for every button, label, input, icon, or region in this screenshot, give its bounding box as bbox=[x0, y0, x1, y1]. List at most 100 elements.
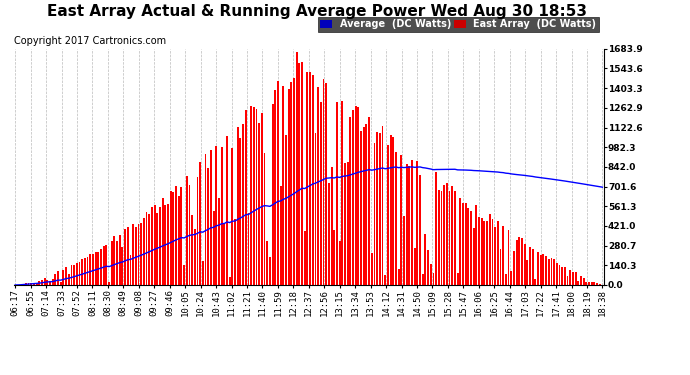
Bar bbox=[582, 278, 584, 285]
Bar bbox=[65, 267, 67, 285]
Bar bbox=[68, 274, 70, 285]
Legend: Average  (DC Watts), East Array  (DC Watts): Average (DC Watts), East Array (DC Watts… bbox=[318, 17, 599, 32]
Bar bbox=[382, 126, 384, 285]
Bar bbox=[411, 160, 413, 285]
Bar bbox=[596, 283, 598, 285]
Bar bbox=[484, 221, 485, 285]
Bar bbox=[272, 104, 273, 285]
Bar bbox=[400, 154, 402, 285]
Bar bbox=[515, 240, 518, 285]
Bar bbox=[33, 284, 35, 285]
Bar bbox=[593, 282, 595, 285]
Bar bbox=[508, 230, 509, 285]
Bar bbox=[591, 282, 593, 285]
Bar bbox=[427, 251, 429, 285]
Bar bbox=[304, 231, 306, 285]
Bar bbox=[41, 280, 43, 285]
Bar bbox=[578, 281, 579, 285]
Bar bbox=[414, 248, 415, 285]
Bar bbox=[524, 244, 526, 285]
Bar bbox=[331, 166, 333, 285]
Bar bbox=[76, 263, 78, 285]
Bar bbox=[443, 185, 445, 285]
Bar bbox=[28, 284, 30, 285]
Bar bbox=[231, 148, 233, 285]
Bar bbox=[43, 278, 46, 285]
Text: East Array Actual & Running Average Power Wed Aug 30 18:53: East Array Actual & Running Average Powe… bbox=[48, 4, 587, 19]
Bar bbox=[106, 245, 107, 285]
Bar bbox=[221, 147, 223, 285]
Bar bbox=[261, 112, 263, 285]
Bar bbox=[566, 276, 569, 285]
Bar bbox=[460, 198, 461, 285]
Bar bbox=[336, 102, 338, 285]
Bar bbox=[419, 175, 421, 285]
Bar bbox=[181, 187, 182, 285]
Bar bbox=[379, 133, 381, 285]
Bar bbox=[564, 267, 566, 285]
Bar bbox=[371, 253, 373, 285]
Bar bbox=[186, 176, 188, 285]
Bar bbox=[46, 280, 48, 285]
Bar bbox=[110, 241, 112, 285]
Bar bbox=[301, 62, 303, 285]
Bar bbox=[154, 205, 155, 285]
Bar bbox=[239, 138, 241, 285]
Bar bbox=[188, 185, 190, 285]
Bar bbox=[585, 282, 587, 285]
Bar bbox=[376, 132, 378, 285]
Bar bbox=[373, 143, 375, 285]
Bar bbox=[422, 274, 424, 285]
Bar bbox=[500, 249, 502, 285]
Bar bbox=[403, 216, 405, 285]
Bar bbox=[52, 279, 54, 285]
Bar bbox=[526, 260, 529, 285]
Bar bbox=[462, 203, 464, 285]
Bar bbox=[127, 227, 129, 285]
Bar bbox=[486, 221, 488, 285]
Bar bbox=[317, 87, 319, 285]
Bar bbox=[234, 219, 236, 285]
Bar bbox=[435, 172, 437, 285]
Bar bbox=[406, 164, 408, 285]
Bar bbox=[89, 254, 91, 285]
Bar bbox=[269, 256, 271, 285]
Bar bbox=[339, 242, 341, 285]
Bar bbox=[430, 264, 432, 285]
Bar bbox=[172, 192, 175, 285]
Bar bbox=[529, 247, 531, 285]
Bar bbox=[255, 109, 257, 285]
Bar bbox=[124, 229, 126, 285]
Bar bbox=[146, 212, 148, 285]
Bar bbox=[548, 259, 550, 285]
Bar bbox=[355, 106, 357, 285]
Bar bbox=[258, 123, 260, 285]
Bar bbox=[475, 205, 477, 285]
Bar bbox=[408, 166, 411, 285]
Bar bbox=[167, 204, 169, 285]
Bar bbox=[446, 183, 448, 285]
Bar bbox=[328, 183, 330, 285]
Bar bbox=[202, 261, 204, 285]
Bar bbox=[277, 81, 279, 285]
Bar bbox=[457, 273, 459, 285]
Bar bbox=[70, 265, 72, 285]
Bar bbox=[572, 272, 574, 285]
Bar bbox=[464, 203, 466, 285]
Bar bbox=[505, 274, 507, 285]
Bar bbox=[60, 282, 61, 285]
Bar bbox=[467, 208, 469, 285]
Bar bbox=[119, 235, 121, 285]
Bar bbox=[561, 267, 563, 285]
Bar bbox=[306, 72, 308, 285]
Bar bbox=[489, 214, 491, 285]
Bar bbox=[393, 138, 394, 285]
Bar bbox=[352, 110, 354, 285]
Bar bbox=[25, 283, 27, 285]
Bar bbox=[275, 90, 276, 285]
Bar bbox=[36, 283, 37, 285]
Bar bbox=[511, 271, 512, 285]
Bar bbox=[320, 102, 322, 285]
Bar bbox=[224, 223, 225, 285]
Bar bbox=[545, 256, 547, 285]
